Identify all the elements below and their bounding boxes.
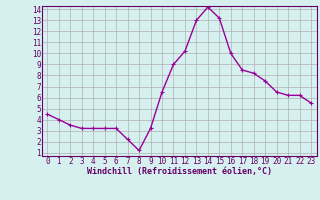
X-axis label: Windchill (Refroidissement éolien,°C): Windchill (Refroidissement éolien,°C): [87, 167, 272, 176]
